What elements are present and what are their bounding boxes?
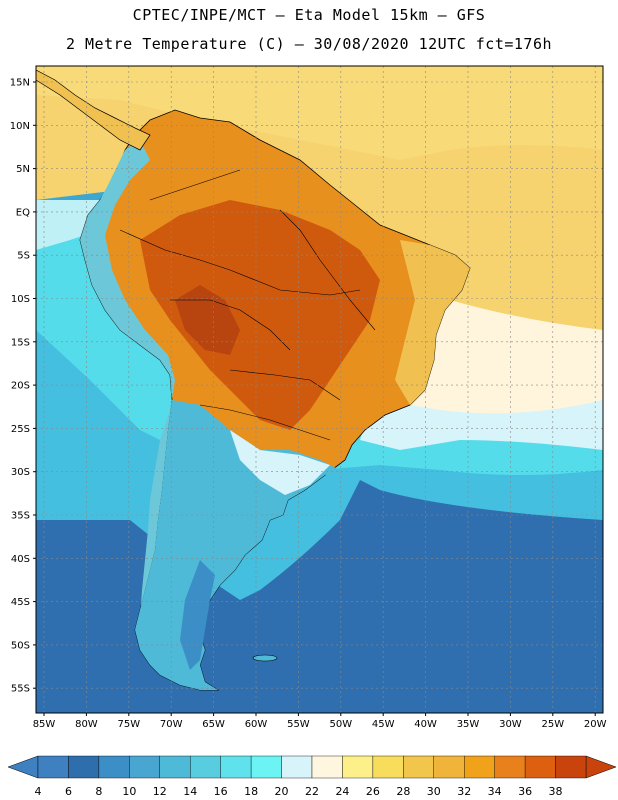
lon-label-70W: 70W bbox=[160, 719, 183, 730]
falkland-islands bbox=[252, 654, 278, 662]
colorbar-label: 32 bbox=[457, 785, 471, 798]
colorbar-segment bbox=[494, 755, 526, 779]
lat-label-45S: 45S bbox=[11, 597, 30, 608]
colorbar-label: 30 bbox=[427, 785, 441, 798]
colorbar-segment bbox=[37, 755, 69, 779]
lat-label-35S: 35S bbox=[11, 511, 30, 522]
colorbar-label: 10 bbox=[122, 785, 136, 798]
colorbar-label: 22 bbox=[305, 785, 319, 798]
lon-label-25W: 25W bbox=[541, 719, 564, 730]
lon-label-40W: 40W bbox=[414, 719, 437, 730]
lat-label-EQ: EQ bbox=[16, 207, 30, 218]
lon-label-55W: 55W bbox=[287, 719, 310, 730]
colorbar-label: 24 bbox=[335, 785, 349, 798]
colorbar-label: 38 bbox=[549, 785, 563, 798]
lat-label-50S: 50S bbox=[11, 640, 30, 651]
lon-label-60W: 60W bbox=[245, 719, 268, 730]
lat-label-40S: 40S bbox=[11, 554, 30, 565]
lon-label-85W: 85W bbox=[33, 719, 56, 730]
lon-label-30W: 30W bbox=[499, 719, 522, 730]
colorbar-segment bbox=[190, 755, 221, 779]
colorbar-segment bbox=[220, 755, 252, 779]
colorbar-segment bbox=[159, 755, 191, 779]
map-frame bbox=[35, 65, 604, 714]
longitude-labels: 85W 80W 75W 70W 65W 60W 55W 50W 45W 40W 35W 30W 25W 2… bbox=[33, 713, 607, 730]
lat-label-10N: 10N bbox=[10, 121, 30, 132]
colorbar-segment bbox=[372, 755, 404, 779]
lon-label-35W: 35W bbox=[457, 719, 480, 730]
lat-label-25S: 25S bbox=[11, 424, 30, 435]
colorbar-label: 28 bbox=[396, 785, 410, 798]
colorbar-segment bbox=[311, 755, 343, 779]
lat-label-15N: 15N bbox=[10, 78, 30, 89]
colorbar-label: 12 bbox=[153, 785, 167, 798]
colorbar-right-arrow bbox=[585, 755, 617, 779]
hot-interior bbox=[140, 200, 380, 430]
patagonia-cold bbox=[180, 560, 215, 670]
colorbar-segment bbox=[555, 755, 587, 779]
lon-label-20W: 20W bbox=[584, 719, 607, 730]
northeast-coast-mild bbox=[395, 240, 470, 405]
lat-label-20S: 20S bbox=[11, 381, 30, 392]
title-line-1: CPTEC/INPE/MCT – Eta Model 15km – GFS bbox=[132, 6, 486, 24]
title-line-2: 2 Metre Temperature (C) – 30/08/2020 12U… bbox=[65, 35, 553, 53]
colorbar-left-arrow bbox=[7, 755, 39, 779]
lat-label-30S: 30S bbox=[11, 467, 30, 478]
colorbar-label: 18 bbox=[244, 785, 258, 798]
lat-label-55S: 55S bbox=[11, 684, 30, 695]
colorbar-segment bbox=[250, 755, 282, 779]
colorbar-label: 20 bbox=[275, 785, 289, 798]
lon-label-80W: 80W bbox=[75, 719, 98, 730]
lat-label-5S: 5S bbox=[17, 251, 30, 262]
colorbar-segment bbox=[129, 755, 160, 779]
lon-label-45W: 45W bbox=[372, 719, 395, 730]
pampas-pale bbox=[230, 430, 330, 495]
colorbar-label: 4 bbox=[35, 785, 42, 798]
colorbar-segment bbox=[68, 755, 100, 779]
lat-label-5N: 5N bbox=[16, 164, 30, 175]
andes-cold bbox=[80, 140, 175, 630]
temperature-colorbar: 4 6 8 10 12 14 16 18 20 22 24 26 28 30 32 34 36 38 bbox=[7, 755, 617, 798]
colorbar-segment bbox=[281, 755, 313, 779]
colorbar-label: 8 bbox=[95, 785, 102, 798]
colorbar-label: 14 bbox=[183, 785, 197, 798]
colorbar-segment bbox=[524, 755, 556, 779]
lon-label-65W: 65W bbox=[202, 719, 225, 730]
colorbar-label: 6 bbox=[65, 785, 72, 798]
very-hot-core bbox=[175, 285, 240, 355]
colorbar-label: 26 bbox=[366, 785, 380, 798]
country-borders bbox=[119, 169, 376, 441]
colorbar-label: 16 bbox=[214, 785, 228, 798]
colorbar-segment bbox=[464, 755, 495, 779]
lon-label-50W: 50W bbox=[329, 719, 352, 730]
colorbar-segment bbox=[403, 755, 434, 779]
lat-label-10S: 10S bbox=[11, 294, 30, 305]
colorbar-segment bbox=[98, 755, 130, 779]
colorbar-label: 36 bbox=[518, 785, 532, 798]
ocean-north-warmer bbox=[36, 66, 603, 160]
central-america bbox=[36, 69, 151, 151]
colorbar-segment bbox=[433, 755, 465, 779]
colorbar-segment bbox=[342, 755, 374, 779]
lon-label-75W: 75W bbox=[117, 719, 140, 730]
lat-label-15S: 15S bbox=[11, 337, 30, 348]
colorbar-label: 34 bbox=[488, 785, 502, 798]
latitude-labels: 15N 10N 5N EQ 5S 10S 15S 20S 25S 30S 35S 40S 45S 50S 5… bbox=[10, 78, 36, 695]
